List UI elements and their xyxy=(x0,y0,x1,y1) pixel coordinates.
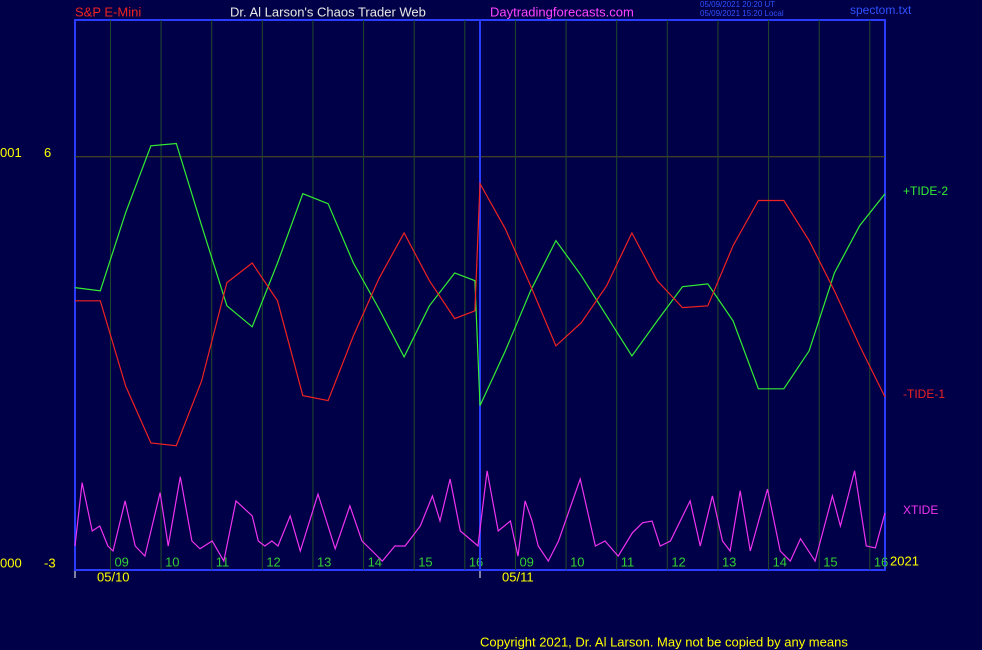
x-tick-label: 16 xyxy=(469,554,483,569)
x-tick-label: 12 xyxy=(266,554,280,569)
year-label: 2021 xyxy=(890,553,919,568)
series-line xyxy=(75,181,886,447)
series-line xyxy=(74,470,886,563)
x-tick-label: 10 xyxy=(570,554,584,569)
file-name: spectom.txt xyxy=(850,3,912,17)
x-tick-label: 15 xyxy=(418,554,432,569)
date-label: 05/11 xyxy=(502,569,534,584)
x-tick-label: 15 xyxy=(823,554,837,569)
left-label: 000 xyxy=(0,555,22,570)
left-label: 001 xyxy=(0,145,22,160)
legend-label: -TIDE-1 xyxy=(903,387,945,401)
site: Daytradingforecasts.com xyxy=(490,4,634,19)
symbol: S&P E-Mini xyxy=(75,4,141,19)
x-tick-label: 09 xyxy=(519,554,533,569)
stamp-ut: 05/09/2021 20:20 UT xyxy=(700,0,775,9)
x-tick-label: 10 xyxy=(165,554,179,569)
x-tick-label: 13 xyxy=(317,554,331,569)
x-tick-label: 14 xyxy=(773,554,787,569)
x-tick-label: 12 xyxy=(671,554,685,569)
copyright: Copyright 2021, Dr. Al Larson. May not b… xyxy=(480,634,848,649)
x-tick-label: 11 xyxy=(216,554,230,569)
x-tick-label: 13 xyxy=(722,554,736,569)
y-tick-label: 6 xyxy=(44,145,51,160)
series-line xyxy=(74,142,886,406)
legend-label: XTIDE xyxy=(903,503,938,517)
x-tick-label: 16 xyxy=(874,554,888,569)
x-tick-label: 09 xyxy=(114,554,128,569)
chart-title: Dr. Al Larson's Chaos Trader Web xyxy=(230,4,426,19)
x-tick-label: 14 xyxy=(368,554,382,569)
y-tick-label: -3 xyxy=(44,555,56,570)
x-tick-label: 11 xyxy=(621,554,635,569)
date-label: 05/10 xyxy=(97,569,130,584)
stamp-local: 05/09/2021 15:20 Local xyxy=(700,9,784,18)
legend-label: +TIDE-2 xyxy=(903,184,948,198)
